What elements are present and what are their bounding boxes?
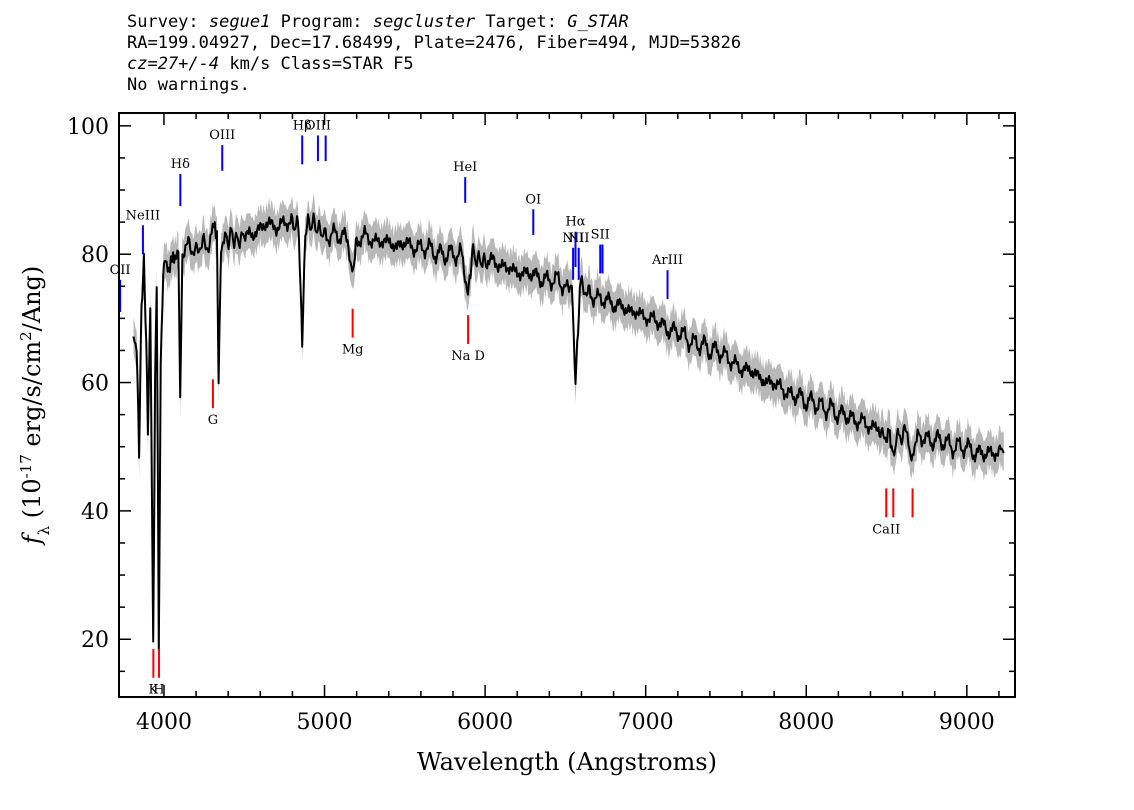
emission-line-label: Hβ <box>293 118 312 133</box>
x-tick-label: 6000 <box>457 710 513 735</box>
x-tick-label: 7000 <box>618 710 674 735</box>
emission-line-label: NeIII <box>126 208 160 223</box>
x-tick-label: 4000 <box>136 710 192 735</box>
flux-line <box>132 212 1005 652</box>
flux-series <box>132 212 1005 652</box>
target-label: Target: <box>485 12 557 32</box>
x-tick-label: 5000 <box>297 710 353 735</box>
absorption-line-label: K <box>149 683 159 698</box>
y-axis-title: fλ (10-17 erg/s/cm2/Ang) <box>17 266 53 547</box>
plot-frame <box>118 112 1016 698</box>
emission-line-label: NII <box>568 231 590 246</box>
emission-line-label: Hα <box>565 215 585 230</box>
emission-line-label: OIII <box>209 128 235 143</box>
emission-line-label: ArIII <box>651 253 683 268</box>
axis-ticks <box>119 113 1015 697</box>
emission-line-label: SII <box>591 228 610 243</box>
emission-line-label: OII <box>110 263 131 278</box>
absorption-line-label: G <box>208 413 218 428</box>
axis-tick-labels: 4000 5000 6000 7000 8000 9000 20 40 60 80 100 <box>67 115 995 735</box>
header-line-3: cz=27+/-4 km/s Class=STAR F5 <box>127 54 741 75</box>
header-line-2: RA=199.04927, Dec=17.68499, Plate=2476, … <box>127 33 742 53</box>
program-label: Program: <box>280 12 363 32</box>
survey-label: Survey: <box>127 12 199 32</box>
y-tick-label: 60 <box>81 372 109 397</box>
emission-line-label: OIII <box>305 118 331 133</box>
program-value: segcluster <box>372 12 476 32</box>
header-line-1: Survey: segue1 Program: segcluster Targe… <box>127 12 741 33</box>
spectrum-header: Survey: segue1 Program: segcluster Targe… <box>127 12 741 96</box>
x-tick-label: 9000 <box>939 710 995 735</box>
emission-line-label: NII <box>562 231 584 246</box>
emission-line-label: OI <box>525 192 541 207</box>
absorption-line-label: CaII <box>872 522 900 537</box>
error-band <box>133 192 1004 672</box>
absorption-line-label: Mg <box>342 343 364 358</box>
cz-value: cz=27+/-4 <box>127 54 220 74</box>
header-line-4: No warnings. <box>127 75 250 95</box>
absorption-line-label: Na D <box>451 349 485 364</box>
y-tick-label: 20 <box>81 628 109 653</box>
x-tick-label: 8000 <box>778 710 834 735</box>
absorption-line-label: H <box>153 683 164 698</box>
x-axis-title: Wavelength (Angstroms) <box>417 748 717 776</box>
y-tick-label: 80 <box>81 243 109 268</box>
y-tick-label: 40 <box>81 500 109 525</box>
emission-line-label: Hδ <box>171 157 190 172</box>
survey-value: segue1 <box>208 12 271 32</box>
emission-line-label: HeI <box>453 160 477 175</box>
error-band-area <box>133 192 1004 672</box>
y-tick-label: 100 <box>67 115 109 140</box>
target-value: G_STAR <box>567 12 629 32</box>
class-value: km/s Class=STAR F5 <box>219 54 414 74</box>
